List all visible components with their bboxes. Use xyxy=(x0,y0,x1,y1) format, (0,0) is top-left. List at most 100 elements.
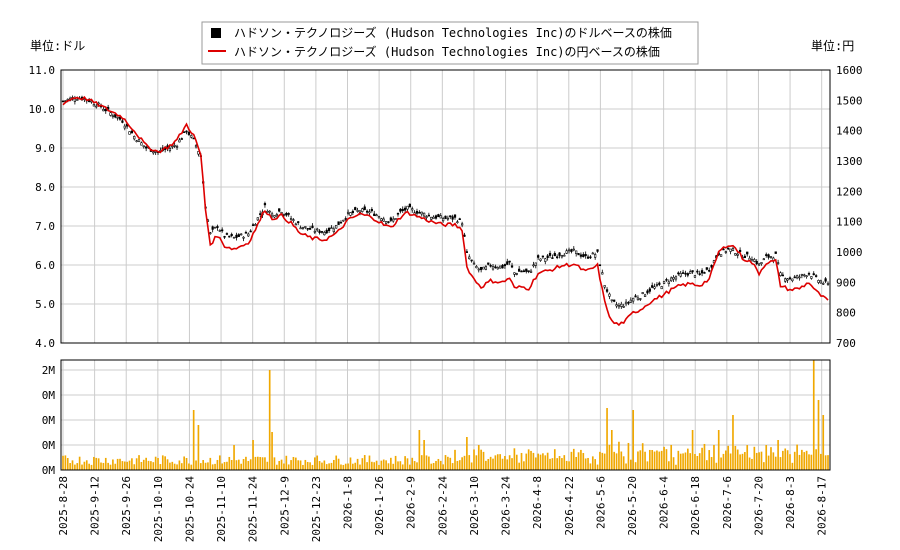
volume-bar xyxy=(142,459,145,470)
volume-bar xyxy=(299,460,302,470)
candle-body xyxy=(168,147,172,152)
candle-body xyxy=(613,299,616,302)
candle-body xyxy=(627,301,630,304)
volume-bar xyxy=(610,430,613,470)
candle-body xyxy=(529,270,533,273)
candle-body xyxy=(392,218,395,222)
candle-body xyxy=(624,301,628,305)
x-tick-label: 2025-10-24 xyxy=(183,476,196,543)
right-tick-label: 1500 xyxy=(836,94,863,107)
volume-bar xyxy=(273,457,276,470)
candle-body xyxy=(674,276,678,280)
candle-body xyxy=(92,104,96,107)
volume-bar xyxy=(378,464,380,470)
volume-bar xyxy=(199,463,202,470)
volume-bar xyxy=(335,455,338,470)
volume-bar xyxy=(368,455,371,470)
candle-body xyxy=(128,131,131,135)
candle-body xyxy=(617,305,621,308)
x-tick-label: 2025-10-10 xyxy=(152,476,165,542)
candle-body xyxy=(439,215,442,219)
volume-bar xyxy=(639,450,642,470)
candle-body xyxy=(746,251,749,255)
candle-body xyxy=(382,218,385,222)
volume-bar xyxy=(112,459,114,470)
volume-bar xyxy=(418,430,421,470)
volume-bar xyxy=(786,450,789,470)
volume-bar xyxy=(482,451,485,470)
volume-bar xyxy=(242,459,245,470)
candle-body xyxy=(373,213,376,216)
candle-body xyxy=(311,225,314,229)
volume-bar xyxy=(710,457,713,470)
volume-bar xyxy=(432,462,435,470)
volume-bar xyxy=(268,370,271,470)
volume-bar xyxy=(235,460,238,470)
volume-bar xyxy=(777,440,779,470)
candle-body xyxy=(506,261,509,265)
candle-body xyxy=(130,130,134,134)
axis-labels: 4.0 5.0 6.0 7.0 8.0 9.0 10.0 11.0 700 800 900 1000 1… xyxy=(29,64,863,542)
candle-body xyxy=(420,211,423,215)
candle-body xyxy=(544,258,547,262)
candle-body xyxy=(641,292,644,294)
candle-body xyxy=(380,218,383,221)
candle-body xyxy=(294,223,297,226)
candle-body xyxy=(665,279,668,281)
x-tick-label: 2026-5-20 xyxy=(626,476,639,536)
volume-bar xyxy=(413,461,416,470)
candle-body xyxy=(510,265,514,268)
candle-body xyxy=(297,221,300,224)
volume-bar xyxy=(561,458,563,470)
volume-bar xyxy=(694,453,696,470)
candle-body xyxy=(111,115,115,118)
candle-body xyxy=(453,214,457,218)
candle-body xyxy=(691,270,694,273)
volume-bar xyxy=(772,452,775,470)
candle-body xyxy=(496,267,499,270)
right-tick-label: 800 xyxy=(836,307,856,320)
volume-bar xyxy=(131,458,133,470)
candle-body xyxy=(213,226,217,229)
volume-bar xyxy=(204,462,207,470)
volume-bar xyxy=(727,445,730,470)
volume-bar xyxy=(499,454,501,470)
volume-bar xyxy=(159,464,162,470)
volume-bar xyxy=(128,460,131,470)
volume-bar xyxy=(304,459,307,470)
candle-body xyxy=(354,207,357,211)
volume-bar xyxy=(359,464,361,470)
volume-bar xyxy=(501,458,504,470)
candle-body xyxy=(610,299,613,302)
candle-body xyxy=(185,130,188,133)
volume-bar xyxy=(698,453,701,470)
volume-bar xyxy=(613,451,616,470)
candle-body xyxy=(142,145,145,148)
volume-bar xyxy=(603,453,606,470)
candle-body xyxy=(798,276,801,279)
candle-body xyxy=(432,216,435,219)
volume-bar xyxy=(430,463,433,470)
volume-bar xyxy=(152,462,155,470)
volume-bar xyxy=(644,451,646,470)
volume-bar xyxy=(190,464,193,470)
volume-bar xyxy=(202,460,204,470)
candle-body xyxy=(817,280,820,283)
volume-bar xyxy=(226,461,228,470)
volume-bar xyxy=(209,457,212,470)
volume-bar xyxy=(366,462,368,470)
candle-body xyxy=(482,266,485,270)
volume-bar xyxy=(537,453,539,470)
volume-bar xyxy=(556,458,558,470)
volume-bar xyxy=(447,456,449,470)
candle-body xyxy=(810,276,813,279)
volume-bar xyxy=(622,456,625,470)
candle-body xyxy=(620,303,623,307)
volume-bar xyxy=(689,453,692,470)
candle-body xyxy=(427,214,430,217)
candle-body xyxy=(365,210,369,213)
legend: ハドソン・テクノロジーズ (Hudson Technologies Inc)のド… xyxy=(201,21,699,65)
candle-body xyxy=(698,273,701,275)
volume-tick-label: 0M xyxy=(42,439,56,452)
volume-bar xyxy=(663,446,665,470)
